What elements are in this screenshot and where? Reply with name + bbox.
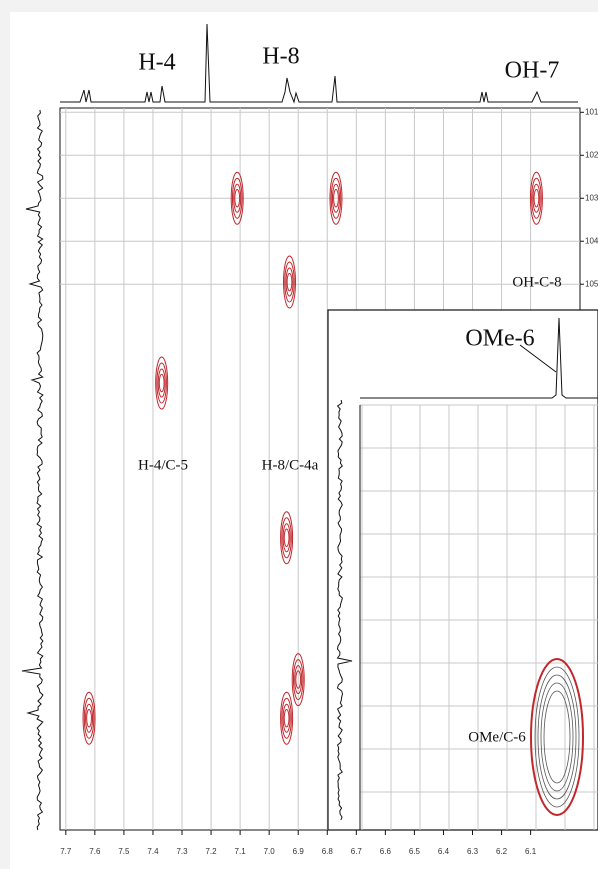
contour-level <box>292 659 304 701</box>
x-tick-label: 6.9 <box>293 847 305 856</box>
peak-label: H-4 <box>138 50 175 76</box>
contour-level <box>529 171 543 225</box>
inset-spectrum <box>360 317 598 399</box>
contour-level <box>285 267 294 297</box>
contour-level <box>86 709 92 728</box>
contour-level <box>156 362 167 404</box>
x-tick-label: 6.4 <box>438 847 450 856</box>
x-tick-label: 6.3 <box>467 847 479 856</box>
cross-peak <box>329 171 343 225</box>
peak-label: H-8 <box>262 44 299 70</box>
cross-peak <box>230 171 244 225</box>
x-tick-label: 7.0 <box>264 847 276 856</box>
inset-annotation: OMe/C-6 <box>468 729 526 745</box>
cross-peak <box>282 255 296 309</box>
contour-level <box>83 697 95 739</box>
peak-label: OH-7 <box>505 58 560 84</box>
x-tick-label: 6.2 <box>496 847 508 856</box>
contour-level <box>532 183 541 213</box>
contour-level <box>286 272 293 292</box>
contour-level <box>280 691 294 745</box>
contour-level <box>233 183 242 213</box>
contour-level <box>231 177 243 219</box>
inset-frame <box>327 309 598 831</box>
contour-level <box>283 709 290 728</box>
x-tick-label: 7.7 <box>60 847 72 856</box>
annotation: H-4/C-5 <box>138 457 188 473</box>
contour-level <box>291 653 305 707</box>
x-tick-label: 7.2 <box>205 847 217 856</box>
contour-level <box>294 665 303 695</box>
cross-peak <box>155 356 169 410</box>
contour-level <box>284 261 295 303</box>
y-tick-label: 105 <box>585 279 598 288</box>
annotation: H-8/C-4a <box>262 457 319 473</box>
x-tick-label: 7.4 <box>147 847 159 856</box>
x-tick-label: 6.5 <box>409 847 421 856</box>
annotation: OH-C-8 <box>512 274 561 290</box>
y-tick-label: 101 <box>585 107 598 116</box>
contour-level <box>230 171 244 225</box>
pointer <box>519 344 557 373</box>
inset-left-spectrum <box>336 399 353 821</box>
cross-peak <box>291 653 305 707</box>
contour-level <box>283 528 290 547</box>
contour-level <box>281 517 292 559</box>
contour-level <box>280 511 294 565</box>
left-spectrum <box>21 109 44 831</box>
contour-level <box>330 177 342 219</box>
contour-level <box>331 183 340 213</box>
y-tick-label: 103 <box>585 193 598 202</box>
y-tick-label: 102 <box>585 150 598 159</box>
contour-level <box>282 703 291 733</box>
inset-peak-label: OMe-6 <box>465 326 534 352</box>
contour-level <box>533 189 540 208</box>
x-tick-label: 6.7 <box>351 847 363 856</box>
x-tick-label: 6.1 <box>525 847 537 856</box>
contour-level <box>282 523 291 553</box>
top-spectrum <box>60 23 578 104</box>
contour-level <box>155 356 169 410</box>
contour-level <box>82 691 96 745</box>
inset: OMe-6 OMe/C-6 <box>327 309 598 831</box>
contour-level <box>85 703 94 733</box>
x-tick-label: 7.3 <box>176 847 188 856</box>
y-tick-label: 104 <box>585 236 598 245</box>
contour-level <box>157 368 166 398</box>
x-tick-label: 7.6 <box>89 847 101 856</box>
contour-level <box>158 373 165 393</box>
contour-level <box>329 171 343 225</box>
contour-level <box>333 189 339 208</box>
x-tick-label: 7.5 <box>118 847 130 856</box>
contour-level <box>234 189 241 208</box>
x-tick-label: 6.6 <box>380 847 392 856</box>
contour-level <box>295 670 302 689</box>
inset-contour <box>530 658 584 816</box>
x-tick-label: 6.8 <box>322 847 334 856</box>
contour-level <box>281 697 292 739</box>
x-tick-label: 7.1 <box>235 847 247 856</box>
contour-level <box>531 177 542 219</box>
contour-level <box>282 255 296 309</box>
cross-peak <box>280 691 294 745</box>
cross-peak <box>529 171 543 225</box>
cross-peak <box>280 511 294 565</box>
cross-peak <box>82 691 96 745</box>
